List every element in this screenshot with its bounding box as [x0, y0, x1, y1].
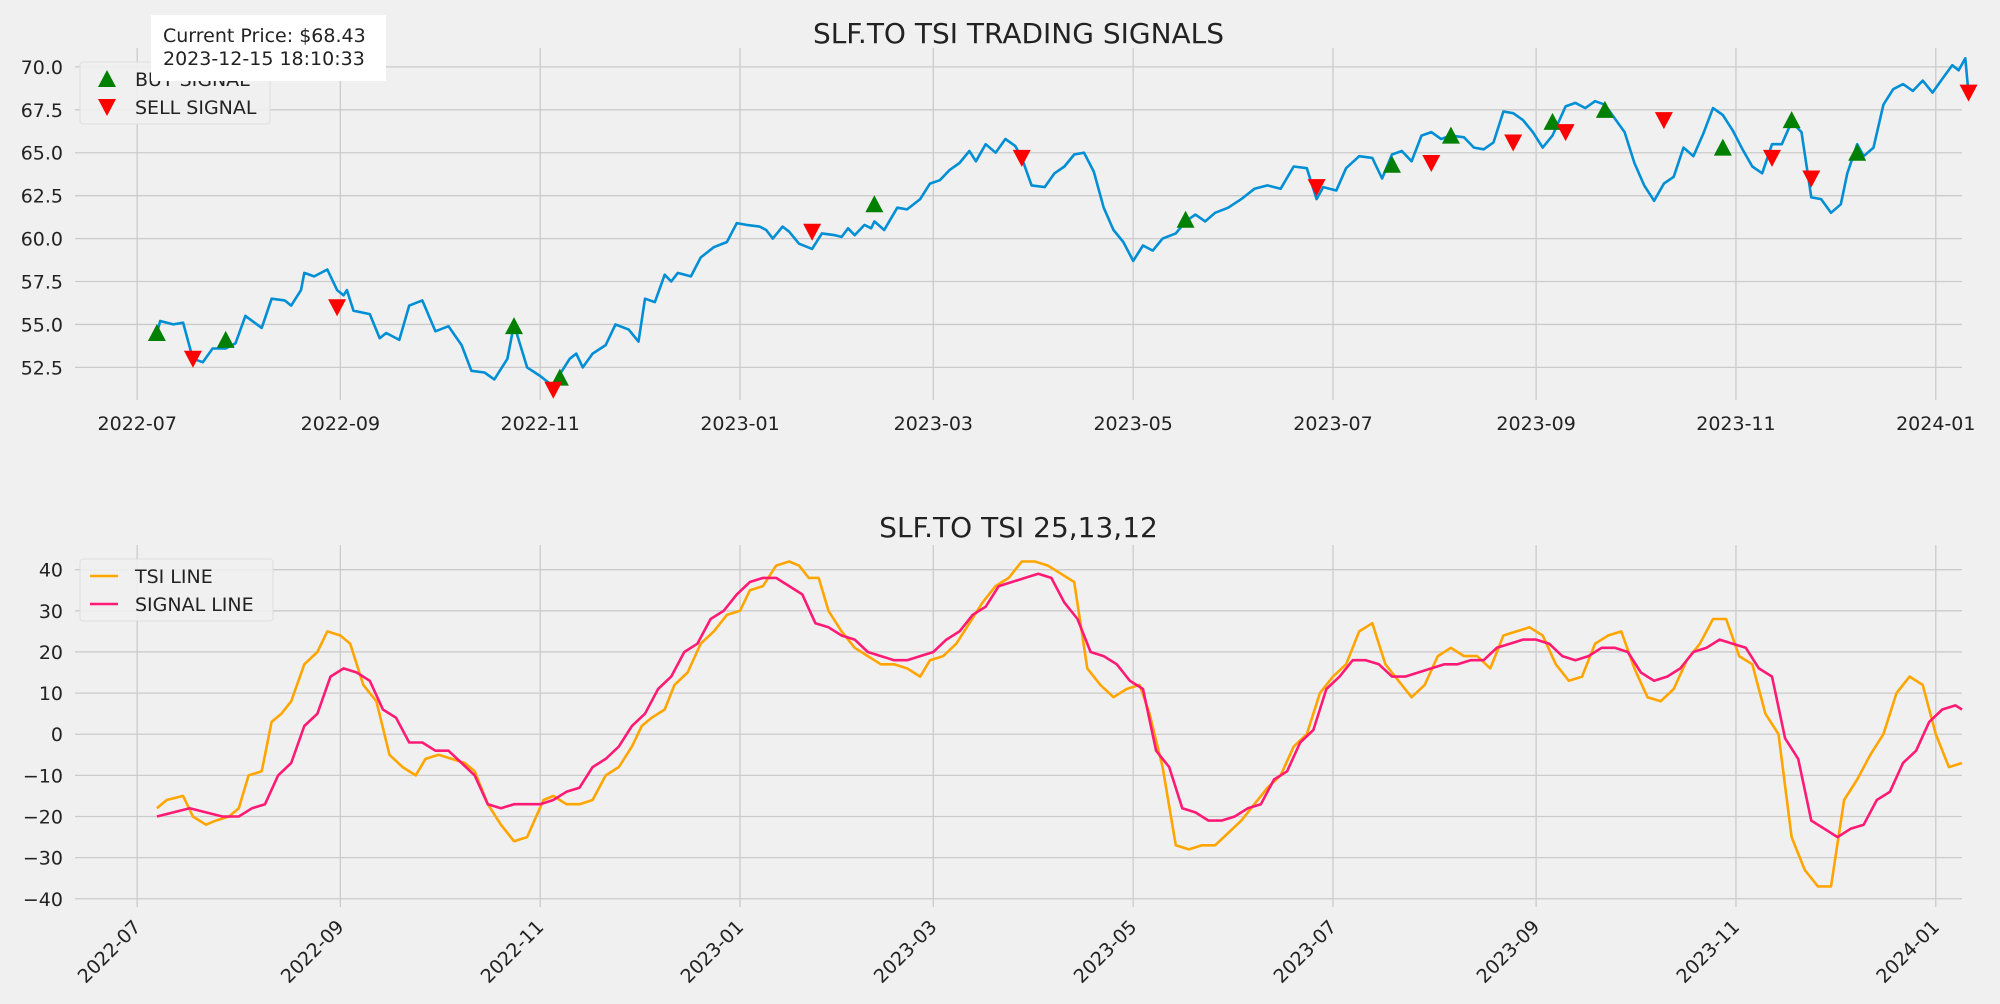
- legend-sell-marker: [98, 99, 116, 116]
- series-line-tsi-line: [156, 560, 1963, 888]
- x-tick-label: 2023-07: [1293, 413, 1372, 435]
- buy-signal-marker: [147, 324, 166, 342]
- buy-signal-marker: [1382, 155, 1401, 173]
- chart-panel-2: −40 −30 −20 −10 0 10 20 30 40 2022-07 2022-09 2022-…: [23, 511, 1963, 988]
- x-tick-label: 2023-03: [894, 413, 973, 435]
- sell-signal-marker: [1654, 112, 1673, 130]
- sell-signal-marker: [1556, 124, 1575, 142]
- y-tick-label: 70.0: [21, 57, 63, 79]
- x-tick-label: 2023-05: [1093, 413, 1172, 435]
- legend-buy-marker: [98, 70, 116, 87]
- buy-signal-marker: [1782, 111, 1801, 129]
- y-tick-label: −20: [23, 807, 63, 829]
- chart-title: SLF.TO TSI TRADING SIGNALS: [813, 17, 1224, 50]
- buy-signal-marker: [1441, 126, 1460, 144]
- chart-panel-1: 52.5 55.0 57.5 60.0 62.5 65.0 67.5 70.0 2022-07 2…: [21, 15, 1978, 435]
- y-tick-label: 20: [39, 642, 63, 664]
- legend-label: SELL SIGNAL: [135, 97, 257, 119]
- sell-signal-marker: [1504, 134, 1523, 152]
- y-tick-label: −10: [23, 765, 63, 787]
- timestamp-text: 2023-12-15 18:10:33: [163, 48, 365, 70]
- buy-signal-marker: [865, 195, 884, 213]
- y-tick-label: 60.0: [21, 229, 63, 251]
- x-tick-label: 2023-05: [1070, 916, 1142, 988]
- buy-signal-marker: [1713, 138, 1732, 156]
- sell-signal-marker: [1012, 149, 1031, 167]
- chart-title: SLF.TO TSI 25,13,12: [879, 511, 1158, 544]
- x-tick-label: 2023-01: [700, 413, 779, 435]
- x-tick-label: 2023-11: [1696, 413, 1775, 435]
- x-tick-label: 2023-09: [1496, 413, 1575, 435]
- legend-label: TSI LINE: [134, 566, 213, 588]
- y-tick-label: 55.0: [21, 314, 63, 336]
- y-tick-label: 0: [51, 724, 63, 746]
- y-tick-label: 65.0: [21, 143, 63, 165]
- buy-signal-marker: [550, 368, 569, 386]
- x-tick-label: 2024-01: [1896, 413, 1975, 435]
- annotation-box: [151, 15, 386, 81]
- sell-signal-marker: [544, 381, 563, 399]
- x-tick-label: 2023-11: [1672, 916, 1744, 988]
- x-tick-label: 2022-11: [477, 916, 549, 988]
- sell-signal-marker: [1762, 149, 1781, 167]
- sell-signal-marker: [1959, 84, 1978, 102]
- x-tick-label: 2023-07: [1269, 916, 1341, 988]
- buy-signal-marker: [1595, 100, 1614, 118]
- sell-signal-marker: [183, 350, 202, 368]
- buy-signal-marker: [1543, 112, 1562, 130]
- y-tick-label: 67.5: [21, 100, 63, 122]
- y-tick-label: 57.5: [21, 272, 63, 294]
- y-tick-label: −30: [23, 848, 63, 870]
- x-tick-label: 2023-09: [1473, 916, 1545, 988]
- y-tick-label: 10: [39, 683, 63, 705]
- x-tick-label: 2023-01: [676, 916, 748, 988]
- x-tick-label: 2024-01: [1872, 916, 1944, 988]
- y-tick-label: −40: [23, 889, 63, 911]
- legend-box: [79, 558, 274, 622]
- series-line-price: [155, 56, 1970, 388]
- sell-signal-marker: [1422, 155, 1441, 173]
- buy-signal-marker: [216, 330, 235, 348]
- x-tick-label: 2022-07: [74, 916, 146, 988]
- x-tick-label: 2023-03: [870, 916, 942, 988]
- sell-signal-marker: [803, 223, 822, 241]
- buy-signal-marker: [504, 317, 523, 335]
- legend-label: SIGNAL LINE: [135, 594, 254, 616]
- y-tick-label: 52.5: [21, 357, 63, 379]
- sell-signal-marker: [1307, 179, 1326, 197]
- x-tick-label: 2022-11: [501, 413, 580, 435]
- legend: TSI LINE SIGNAL LINE: [79, 558, 274, 622]
- sell-signal-marker: [1802, 170, 1821, 188]
- buy-signal-marker: [1848, 143, 1867, 161]
- buy-signal-marker: [1176, 210, 1195, 228]
- y-tick-label: 30: [39, 601, 63, 623]
- y-tick-label: 40: [39, 560, 63, 582]
- x-tick-label: 2022-09: [277, 916, 349, 988]
- y-tick-label: 62.5: [21, 186, 63, 208]
- sell-signal-marker: [328, 299, 347, 317]
- x-tick-label: 2022-09: [301, 413, 380, 435]
- series-line-signal-line: [156, 572, 1963, 839]
- x-tick-label: 2022-07: [98, 413, 177, 435]
- current-price-text: Current Price: $68.43: [163, 25, 366, 47]
